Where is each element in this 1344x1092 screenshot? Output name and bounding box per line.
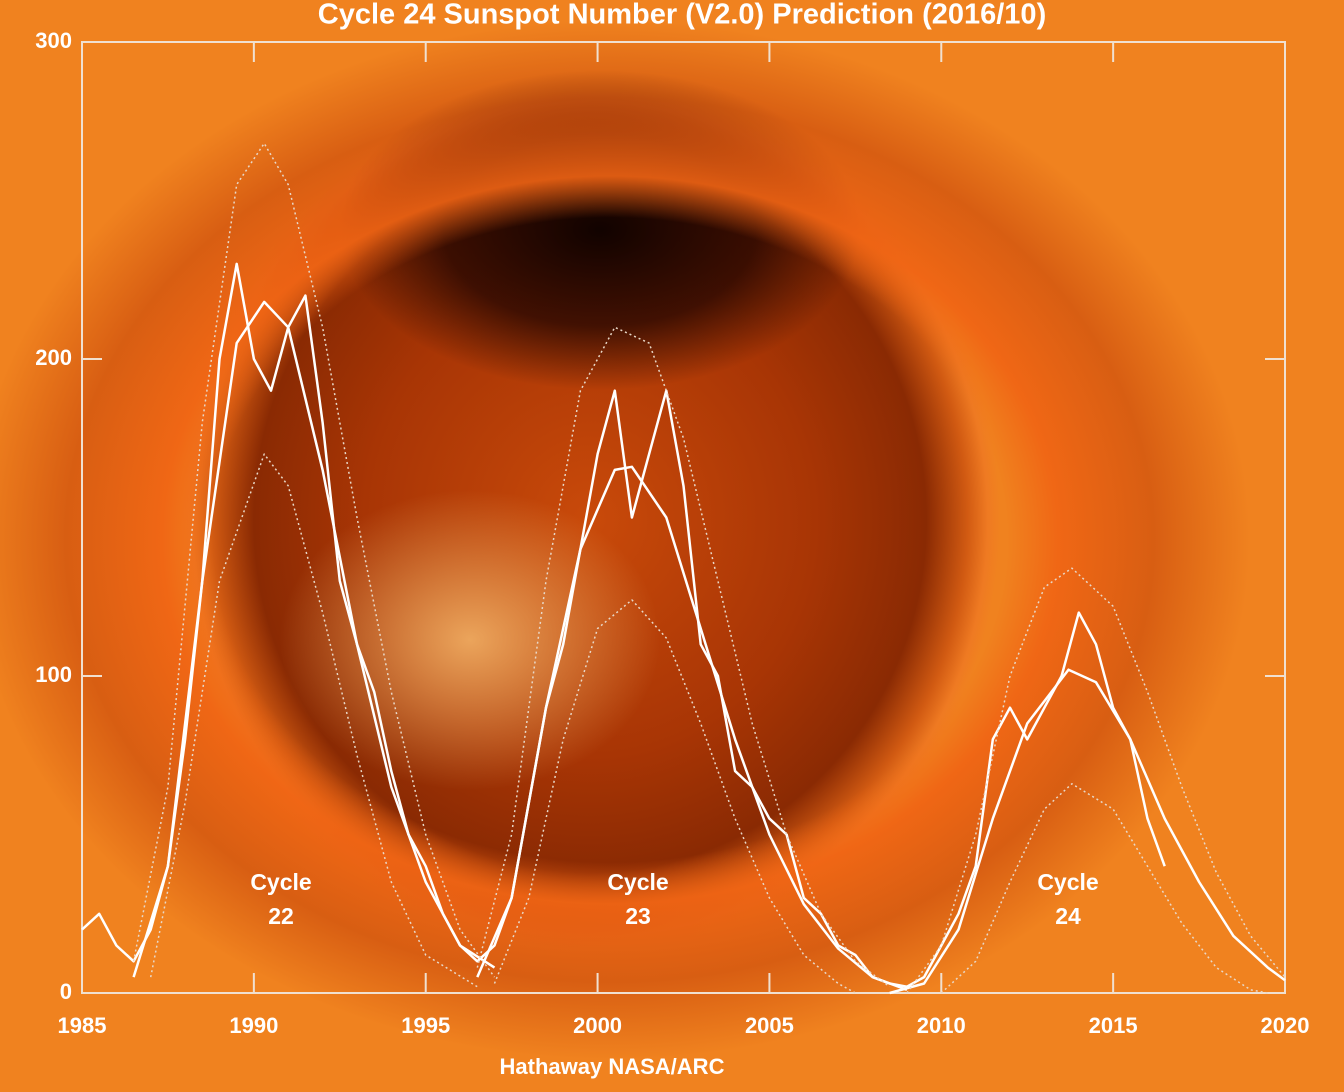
series-line	[476, 465, 908, 991]
x-tick-label: 2010	[917, 1013, 966, 1038]
annotation: 22	[268, 903, 294, 929]
series-line	[889, 668, 1286, 995]
annotation: 24	[1055, 903, 1081, 929]
series-line	[81, 262, 1166, 988]
annotation: Cycle	[1037, 869, 1098, 895]
annotation: Cycle	[607, 869, 668, 895]
series-line	[132, 142, 496, 978]
annotation: Cycle	[250, 869, 311, 895]
credit: Hathaway NASA/ARC	[500, 1054, 725, 1079]
y-tick-label: 300	[35, 28, 72, 53]
annotation: 23	[625, 903, 651, 929]
series-line	[940, 783, 1268, 994]
x-tick-label: 2020	[1261, 1013, 1310, 1038]
y-tick-label: 200	[35, 345, 72, 370]
chart-title: Cycle 24 Sunspot Number (V2.0) Predictio…	[318, 0, 1046, 31]
x-tick-label: 2000	[573, 1013, 622, 1038]
plot-frame	[81, 41, 1286, 994]
series-line	[493, 599, 856, 994]
x-tick-label: 1995	[401, 1013, 450, 1038]
series-line	[149, 453, 478, 988]
series-line	[906, 567, 1286, 994]
series-line	[476, 326, 891, 988]
x-tick-label: 1990	[229, 1013, 278, 1038]
x-tick-label: 2005	[745, 1013, 794, 1038]
series-line	[132, 300, 496, 978]
y-tick-label: 0	[60, 979, 72, 1004]
y-tick-label: 100	[35, 662, 72, 687]
x-tick-label: 2015	[1089, 1013, 1138, 1038]
x-tick-label: 1985	[58, 1013, 107, 1038]
